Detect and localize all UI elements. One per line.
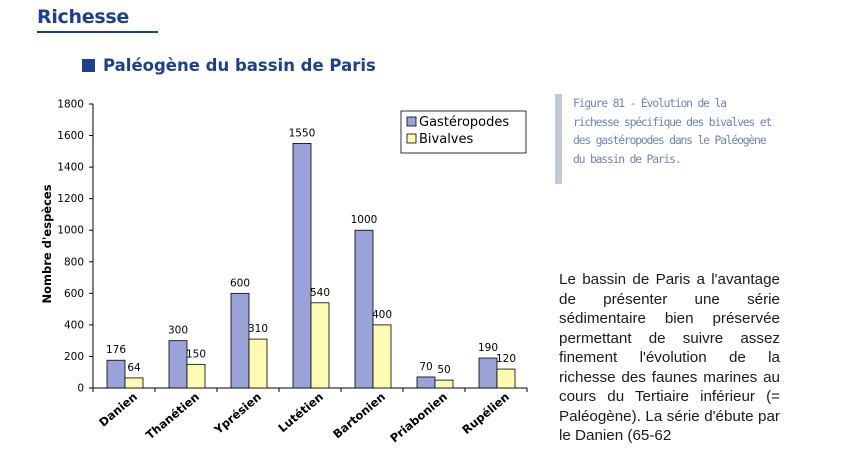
- square-bullet-icon: [82, 59, 95, 72]
- legend-label: Bivalves: [419, 132, 473, 147]
- data-label-gasteropodes: 600: [230, 277, 250, 289]
- y-tick-label: 200: [64, 351, 84, 363]
- legend-swatch: [406, 133, 417, 144]
- data-label-gasteropodes: 1000: [351, 214, 378, 226]
- bar-bivalves: [186, 363, 206, 389]
- data-label-gasteropodes: 70: [419, 361, 432, 373]
- bar-gasteropodes: [416, 376, 436, 389]
- x-category-label: Yprésien: [211, 390, 264, 438]
- x-category-label: Rupélien: [459, 390, 512, 437]
- x-category-label: Lutétien: [275, 390, 326, 436]
- y-tick-label: 1800: [57, 99, 84, 111]
- bar-bivalves: [310, 302, 330, 389]
- y-tick-label: 800: [64, 256, 84, 268]
- bar-gasteropodes: [168, 340, 188, 389]
- bar-bivalves: [248, 338, 268, 389]
- legend-box: [400, 110, 527, 154]
- y-tick-label: 600: [64, 288, 84, 300]
- data-label-bivalves: 120: [496, 353, 516, 365]
- x-category-label: Thanétien: [143, 390, 202, 443]
- data-label-bivalves: 400: [372, 309, 392, 321]
- y-axis-title: Nombre d'espèces: [40, 184, 54, 303]
- bar-gasteropodes: [106, 359, 126, 389]
- data-label-gasteropodes: 190: [478, 342, 498, 354]
- y-tick-label: 400: [64, 319, 84, 331]
- legend-label: Gastéropodes: [419, 115, 509, 130]
- body-paragraph: Le bassin de Paris a l'avantage de prése…: [559, 271, 780, 444]
- bar-bivalves: [372, 324, 392, 389]
- bar-bivalves: [496, 368, 516, 389]
- section-title: Paléogène du bassin de Paris: [82, 56, 376, 75]
- data-label-bivalves: 64: [127, 362, 141, 374]
- bar-bivalves: [434, 379, 454, 389]
- y-tick-label: 1600: [57, 130, 84, 142]
- data-label-bivalves: 50: [437, 364, 450, 376]
- figure-caption: Figure 81 - Évolution de la richesse spé…: [573, 96, 772, 166]
- legend-swatch: [406, 116, 417, 127]
- data-label-gasteropodes: 300: [168, 325, 188, 337]
- bar-chart: 0 200 400 600 800 1000 1200 1400 1600 1800 Nombre …: [40, 99, 528, 446]
- x-category-label: Bartonien: [330, 390, 388, 442]
- section-title-text: Paléogène du bassin de Paris: [103, 56, 376, 75]
- caption-accent-bar: [555, 94, 562, 184]
- x-category-label: Priabonien: [387, 390, 450, 446]
- data-label-bivalves: 150: [186, 348, 206, 360]
- bar-gasteropodes: [354, 229, 374, 389]
- data-label-bivalves: 540: [310, 287, 330, 299]
- y-tick-label: 1400: [57, 162, 84, 174]
- y-tick-label: 0: [77, 383, 84, 395]
- x-category-label: Danien: [96, 390, 140, 430]
- bar-gasteropodes: [292, 143, 312, 389]
- heading-underline: [37, 31, 158, 33]
- data-label-gasteropodes: 176: [106, 344, 126, 356]
- bar-gasteropodes: [478, 357, 498, 389]
- page-heading: Richesse: [37, 6, 129, 28]
- bar-bivalves: [124, 377, 144, 389]
- y-tick-label: 1000: [57, 225, 84, 237]
- data-label-gasteropodes: 1550: [289, 127, 316, 139]
- y-tick-label: 1200: [57, 193, 84, 205]
- bar-gasteropodes: [230, 292, 250, 389]
- data-label-bivalves: 310: [248, 323, 268, 335]
